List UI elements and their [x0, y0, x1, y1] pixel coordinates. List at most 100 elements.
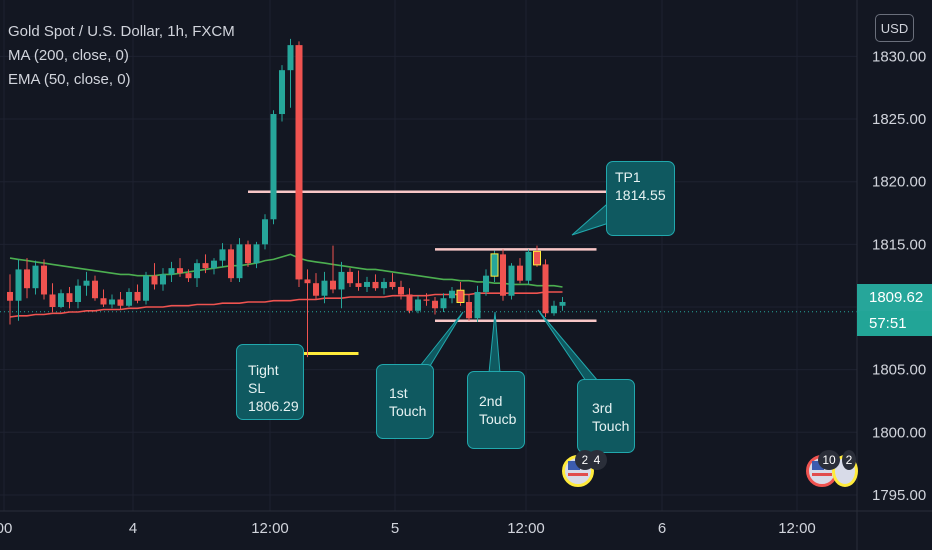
candle-body: [295, 45, 303, 280]
touch1-text: Touch: [389, 403, 427, 419]
candle-body: [517, 265, 523, 281]
x-tick-label: 4: [129, 520, 137, 537]
sl-label: Tight SL: [248, 362, 279, 396]
candle-body: [109, 299, 115, 305]
candle-body: [177, 268, 183, 274]
candle-body: [253, 244, 260, 264]
candle-body: [92, 280, 98, 299]
x-tick-label: 12:00: [778, 520, 816, 537]
candle-body: [24, 269, 30, 289]
flag-stripe: [568, 473, 588, 476]
candle-body: [551, 305, 557, 314]
touch3-callout: 3rd Touch: [577, 379, 635, 453]
candle-body: [542, 264, 549, 314]
candle-body: [423, 299, 430, 301]
event-count-badge[interactable]: 4: [587, 450, 607, 470]
sl-price: 1806.29: [248, 398, 299, 414]
flag-canton: [812, 461, 824, 470]
event-count-badge[interactable]: 10: [818, 450, 840, 470]
candle-body: [500, 254, 506, 296]
candle-body: [330, 280, 336, 290]
candles: [7, 38, 566, 358]
x-tick-label: 5: [391, 520, 399, 537]
candle-body: [211, 260, 217, 269]
bar-countdown: 57:51: [857, 311, 932, 336]
ema50-line: [9, 253, 563, 288]
y-tick-label: 1815.00: [872, 236, 926, 253]
currency-button[interactable]: USD: [875, 14, 914, 42]
y-tick-label: 1825.00: [872, 111, 926, 128]
candle-body: [559, 301, 566, 306]
sl-callout: Tight SL 1806.29: [236, 344, 304, 420]
y-tick-label: 1795.00: [872, 487, 926, 504]
candle-body: [287, 45, 294, 71]
candle-body: [245, 244, 251, 264]
flag-canton: [568, 461, 580, 470]
flag-stripe: [812, 473, 832, 476]
touch2-label: 2nd: [479, 393, 503, 409]
tp1-callout: TP1 1814.55: [606, 161, 675, 236]
candle-body: [185, 273, 192, 279]
candle-body: [474, 291, 481, 319]
candle-body: [236, 244, 243, 279]
candle-body: [313, 283, 319, 296]
candle-body: [194, 263, 200, 279]
touch1-callout: 1st Touch: [376, 364, 434, 439]
touch2-text: Toucb: [479, 411, 517, 427]
touch2-callout: 2nd Toucb: [467, 371, 525, 449]
legend-title[interactable]: Gold Spot / U.S. Dollar, 1h, FXCM: [8, 23, 235, 40]
us-flag-icon[interactable]: [562, 455, 594, 487]
candle-body: [364, 281, 370, 287]
candle-body: [304, 279, 311, 284]
y-tick-label: 1805.00: [872, 362, 926, 379]
event-count-badge[interactable]: 2: [842, 450, 856, 470]
candle-body: [372, 281, 379, 289]
candle-body: [525, 251, 532, 281]
candle-body: [457, 290, 464, 302]
candle-body: [49, 294, 56, 308]
candle-body: [66, 293, 73, 302]
candle-body: [389, 281, 396, 287]
candle-body: [168, 268, 175, 275]
y-tick-label: 1830.00: [872, 48, 926, 65]
candle-body: [338, 271, 345, 290]
candle-body: [508, 265, 515, 296]
candle-body: [160, 274, 166, 285]
tp1-label: TP1: [615, 169, 641, 185]
candle-body: [134, 291, 141, 301]
candle-body: [32, 265, 39, 289]
candle-body: [355, 283, 362, 287]
candle-body: [41, 265, 47, 295]
candle-body: [117, 299, 124, 306]
candle-body: [440, 298, 447, 309]
candle-body: [347, 271, 353, 284]
candle-body: [491, 254, 498, 276]
candle-body: [83, 280, 90, 286]
x-tick-label: 6: [658, 520, 666, 537]
candle-body: [466, 301, 472, 319]
legend-ema50[interactable]: EMA (50, close, 0): [8, 71, 131, 88]
candle-body: [228, 249, 234, 279]
x-tick-label: 00: [0, 520, 12, 537]
candle-body: [483, 275, 489, 292]
candle-body: [7, 291, 13, 301]
legend-ma200[interactable]: MA (200, close, 0): [8, 47, 129, 64]
x-tick-label: 12:00: [251, 520, 289, 537]
moving-averages: [9, 253, 563, 318]
candle-body: [406, 294, 413, 311]
candle-body: [58, 293, 64, 308]
x-tick-label: 12:00: [507, 520, 545, 537]
y-tick-label: 1820.00: [872, 174, 926, 191]
candle-body: [270, 114, 277, 220]
candle-body: [432, 300, 438, 309]
candle-body: [449, 290, 455, 299]
touch3-label: 3rd: [592, 400, 613, 416]
ma200-line: [9, 291, 563, 318]
candle-body: [151, 275, 158, 285]
chart-legend: Gold Spot / U.S. Dollar, 1h, FXCM MA (20…: [8, 20, 235, 92]
candle-body: [262, 219, 268, 245]
candle-body: [202, 263, 209, 269]
last-price-label: 1809.62: [857, 284, 932, 311]
candle-body: [75, 285, 81, 302]
